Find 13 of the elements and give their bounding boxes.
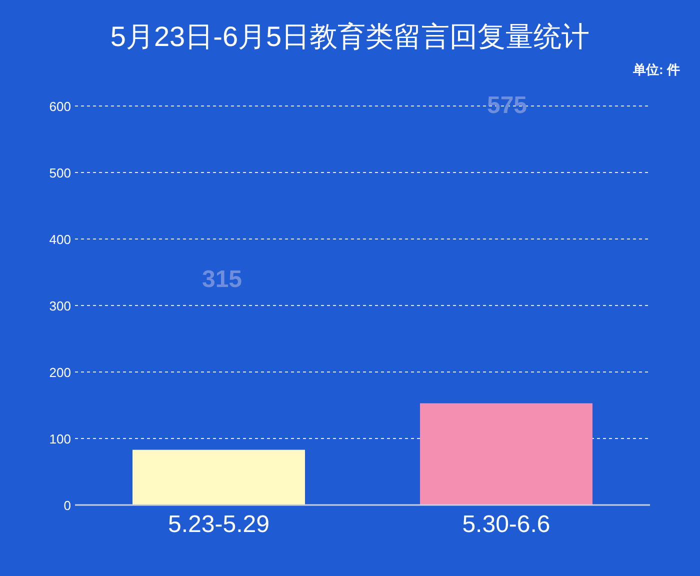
annotation: 575 bbox=[486, 92, 528, 119]
text: 单位: 件 bbox=[632, 62, 680, 77]
annotation: 315 bbox=[202, 266, 242, 293]
y-tick-label: 400 bbox=[49, 232, 71, 247]
y-tick-label: 200 bbox=[49, 365, 71, 380]
y-tick-label: 0 bbox=[64, 498, 71, 513]
chart-title: 5月23日-6月5日教育类留言回复量统计 bbox=[110, 21, 590, 52]
y-tick-label: 600 bbox=[49, 99, 71, 114]
y-tick-label: 500 bbox=[49, 166, 71, 180]
y-tick-label: 300 bbox=[49, 298, 71, 314]
y-tick-label: 100 bbox=[49, 432, 71, 446]
x-tick-label: 5.23-5.29 bbox=[168, 511, 270, 538]
x-tick-label: 5.30-6.6 bbox=[462, 511, 550, 538]
